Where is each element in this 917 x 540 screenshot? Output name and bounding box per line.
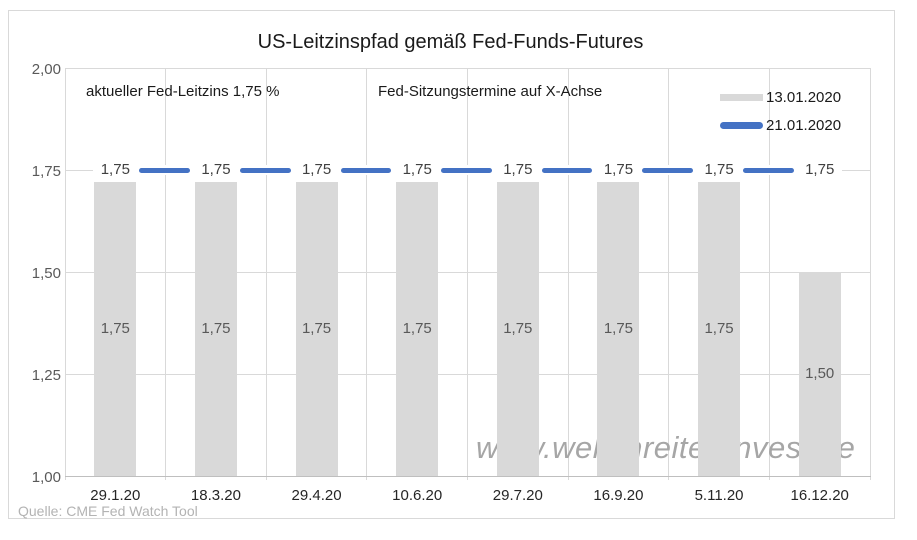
y-axis-label: 2,00 bbox=[31, 61, 61, 78]
bar-label: 1,75 bbox=[704, 320, 734, 338]
legend: 13.01.2020 21.01.2020 bbox=[720, 83, 841, 139]
bar-label: 1,75 bbox=[201, 320, 231, 338]
gridline-vertical bbox=[768, 68, 770, 480]
line-segment bbox=[743, 167, 794, 173]
gridline-vertical bbox=[265, 68, 267, 480]
gridline-vertical bbox=[64, 68, 66, 480]
bar-label: 1,50 bbox=[805, 365, 835, 382]
bar-label: 1,75 bbox=[100, 320, 130, 338]
x-axis-label: 16.9.20 bbox=[593, 487, 644, 504]
bar bbox=[698, 182, 741, 476]
gridline-vertical bbox=[366, 68, 368, 480]
line-segment bbox=[441, 167, 492, 173]
line-point-label: 1,75 bbox=[197, 161, 235, 179]
gridline-vertical bbox=[567, 68, 569, 480]
annotation-current-fed-rate: aktueller Fed-Leitzins 1,75 % bbox=[86, 83, 280, 100]
bar-label: 1,75 bbox=[503, 320, 533, 338]
x-axis-label: 10.6.20 bbox=[392, 487, 443, 504]
legend-row-bar-series: 13.01.2020 bbox=[720, 83, 841, 111]
bar bbox=[798, 272, 841, 476]
line-segment bbox=[541, 167, 593, 173]
y-axis-label: 1,00 bbox=[31, 469, 61, 486]
bar bbox=[597, 182, 640, 476]
x-axis-label: 18.3.20 bbox=[190, 487, 241, 504]
y-axis-label: 1,75 bbox=[31, 163, 61, 180]
x-axis-label: 29.7.20 bbox=[492, 487, 543, 504]
line-point-label: 1,75 bbox=[398, 161, 436, 179]
line-segment bbox=[239, 167, 291, 173]
gridline-vertical bbox=[869, 68, 871, 480]
chart-title: US-Leitzinspfad gemäß Fed-Funds-Futures bbox=[257, 31, 644, 53]
source-note: Quelle: CME Fed Watch Tool bbox=[18, 503, 198, 519]
line-point-label: 1,75 bbox=[499, 161, 537, 179]
y-axis-label: 1,50 bbox=[31, 265, 61, 282]
line-point-label: 1,75 bbox=[801, 161, 839, 179]
x-axis-line bbox=[65, 476, 871, 477]
legend-row-line-series: 21.01.2020 bbox=[720, 111, 841, 139]
line-segment bbox=[139, 167, 190, 173]
legend-swatch-bar-series bbox=[720, 93, 763, 101]
bar-label: 1,75 bbox=[603, 320, 634, 338]
line-point-label: 1,75 bbox=[96, 161, 134, 179]
legend-label-line-series: 21.01.2020 bbox=[766, 116, 842, 134]
gridline-vertical bbox=[467, 68, 468, 480]
bar-label: 1,75 bbox=[301, 320, 332, 338]
watermark: www.wellenreiter-invest.de bbox=[476, 430, 856, 465]
legend-swatch-line-series bbox=[720, 121, 763, 129]
line-segment bbox=[340, 167, 392, 173]
line-point-label: 1,75 bbox=[700, 161, 738, 179]
y-axis-label: 1,25 bbox=[31, 367, 61, 384]
line-point-label: 1,75 bbox=[599, 161, 638, 179]
annotation-x-axis-note: Fed-Sitzungstermine auf X-Achse bbox=[378, 83, 603, 100]
bar bbox=[496, 182, 539, 476]
legend-label-bar-series: 13.01.2020 bbox=[766, 88, 842, 106]
gridline-vertical bbox=[165, 68, 167, 480]
bar bbox=[94, 182, 137, 476]
x-axis-label: 29.4.20 bbox=[291, 487, 342, 504]
x-axis-label: 29.1.20 bbox=[90, 487, 141, 504]
bar bbox=[295, 182, 338, 476]
x-axis-label: 5.11.20 bbox=[694, 487, 744, 504]
bar bbox=[396, 182, 439, 476]
bar-label: 1,75 bbox=[402, 320, 432, 338]
gridline-vertical bbox=[668, 68, 670, 480]
bar bbox=[194, 182, 237, 476]
line-segment bbox=[642, 167, 694, 173]
line-point-label: 1,75 bbox=[297, 161, 336, 179]
x-axis-label: 16.12.20 bbox=[790, 487, 849, 504]
